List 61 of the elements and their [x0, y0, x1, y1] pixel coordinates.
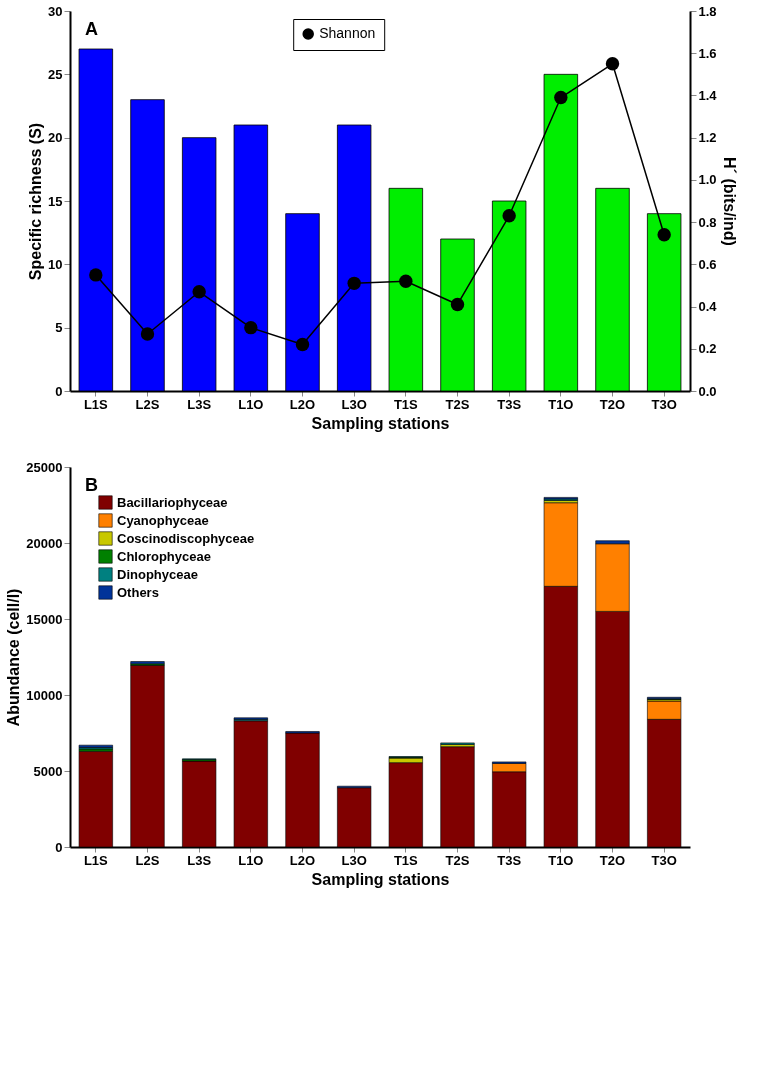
legend-label: Bacillariophyceae	[117, 494, 228, 510]
y2-axis-title: H´ (bits/ind)	[720, 157, 738, 246]
x-tick-label: T3O	[651, 396, 677, 412]
y-tick-label: 10	[48, 256, 63, 272]
legend-label: Cyanophyceae	[117, 512, 209, 528]
y-tick-label: 0	[55, 383, 63, 399]
y-tick-label: 15000	[26, 611, 63, 627]
y-tick-label: 25000	[26, 459, 63, 475]
x-tick-label: L1S	[83, 852, 109, 868]
x-tick-label: T1S	[393, 396, 419, 412]
x-tick-label: T3S	[497, 396, 522, 412]
y2-tick-label: 0.6	[698, 256, 717, 272]
annotation: A	[85, 19, 98, 39]
x-axis-title: Sampling stations	[311, 414, 450, 432]
x-tick-label: L3S	[187, 396, 212, 412]
y2-tick-label: 1.0	[698, 172, 717, 188]
y-tick-label: 15	[48, 193, 63, 209]
y2-tick-label: 0.4	[698, 299, 718, 315]
y2-tick-label: 0.8	[698, 214, 717, 230]
x-tick-label: T3S	[497, 852, 522, 868]
y-tick-label: 5	[55, 320, 63, 336]
legend-label: Chlorophyceae	[117, 548, 211, 564]
y-axis-title: Specific richness (S)	[27, 122, 45, 281]
y2-tick-label: 0.0	[698, 383, 717, 399]
x-tick-label: T2S	[445, 396, 470, 412]
y-tick-label: 20	[48, 130, 63, 146]
y-tick-label: 0	[55, 839, 63, 855]
x-tick-label: L2S	[135, 396, 160, 412]
y2-tick-label: 0.2	[698, 341, 717, 357]
x-tick-label: L3S	[187, 852, 212, 868]
y2-tick-label: 1.2	[698, 130, 717, 146]
x-tick-label: T3O	[651, 852, 677, 868]
x-tick-label: L3O	[341, 396, 367, 412]
x-tick-label: L2O	[289, 396, 316, 412]
x-axis-title: Sampling stations	[311, 870, 450, 888]
y2-tick-label: 1.4	[698, 87, 718, 103]
annotation: B	[85, 475, 98, 495]
y-tick-label: 20000	[26, 535, 63, 551]
x-tick-label: T1O	[548, 852, 574, 868]
x-tick-label: T2O	[599, 852, 626, 868]
x-tick-label: T1S	[393, 852, 419, 868]
y-tick-label: 10000	[26, 687, 63, 703]
y2-tick-label: 1.6	[698, 45, 717, 61]
x-tick-label: T1O	[548, 396, 574, 412]
y2-tick-label: 1.8	[698, 3, 717, 19]
x-tick-label: L1O	[238, 396, 264, 412]
legend-label: Dinophyceae	[117, 566, 198, 582]
x-tick-label: L1S	[83, 396, 109, 412]
y-tick-label: 5000	[33, 763, 63, 779]
y-tick-label: 30	[48, 3, 63, 19]
legend-label: Others	[117, 584, 159, 600]
x-tick-label: L3O	[341, 852, 367, 868]
x-tick-label: L2O	[289, 852, 316, 868]
x-tick-label: L2S	[135, 852, 160, 868]
x-tick-label: T2S	[445, 852, 470, 868]
y-tick-label: 25	[48, 66, 63, 82]
legend-label: Coscinodiscophyceae	[117, 530, 255, 546]
x-tick-label: L1O	[238, 852, 264, 868]
legend-label: Shannon	[319, 25, 376, 41]
y-axis-title: Abundance (cell/l)	[5, 588, 23, 727]
x-tick-label: T2O	[599, 396, 626, 412]
